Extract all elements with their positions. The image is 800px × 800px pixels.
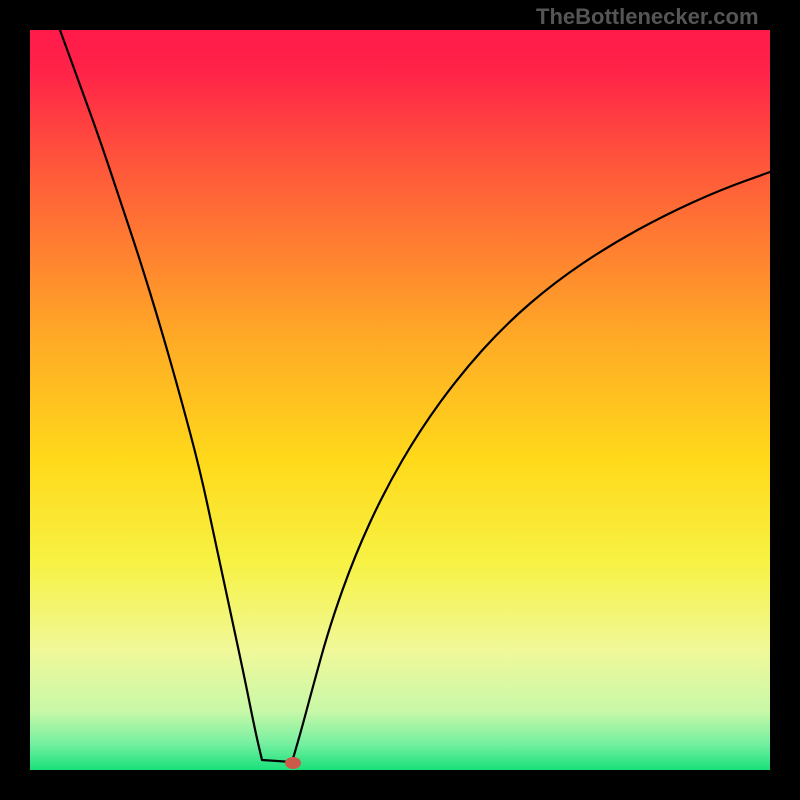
optimum-marker [285, 757, 301, 769]
watermark-text: TheBottlenecker.com [536, 4, 759, 30]
chart-container: TheBottlenecker.com [0, 0, 800, 800]
chart-svg [0, 0, 800, 800]
plot-area-rect [30, 30, 770, 770]
